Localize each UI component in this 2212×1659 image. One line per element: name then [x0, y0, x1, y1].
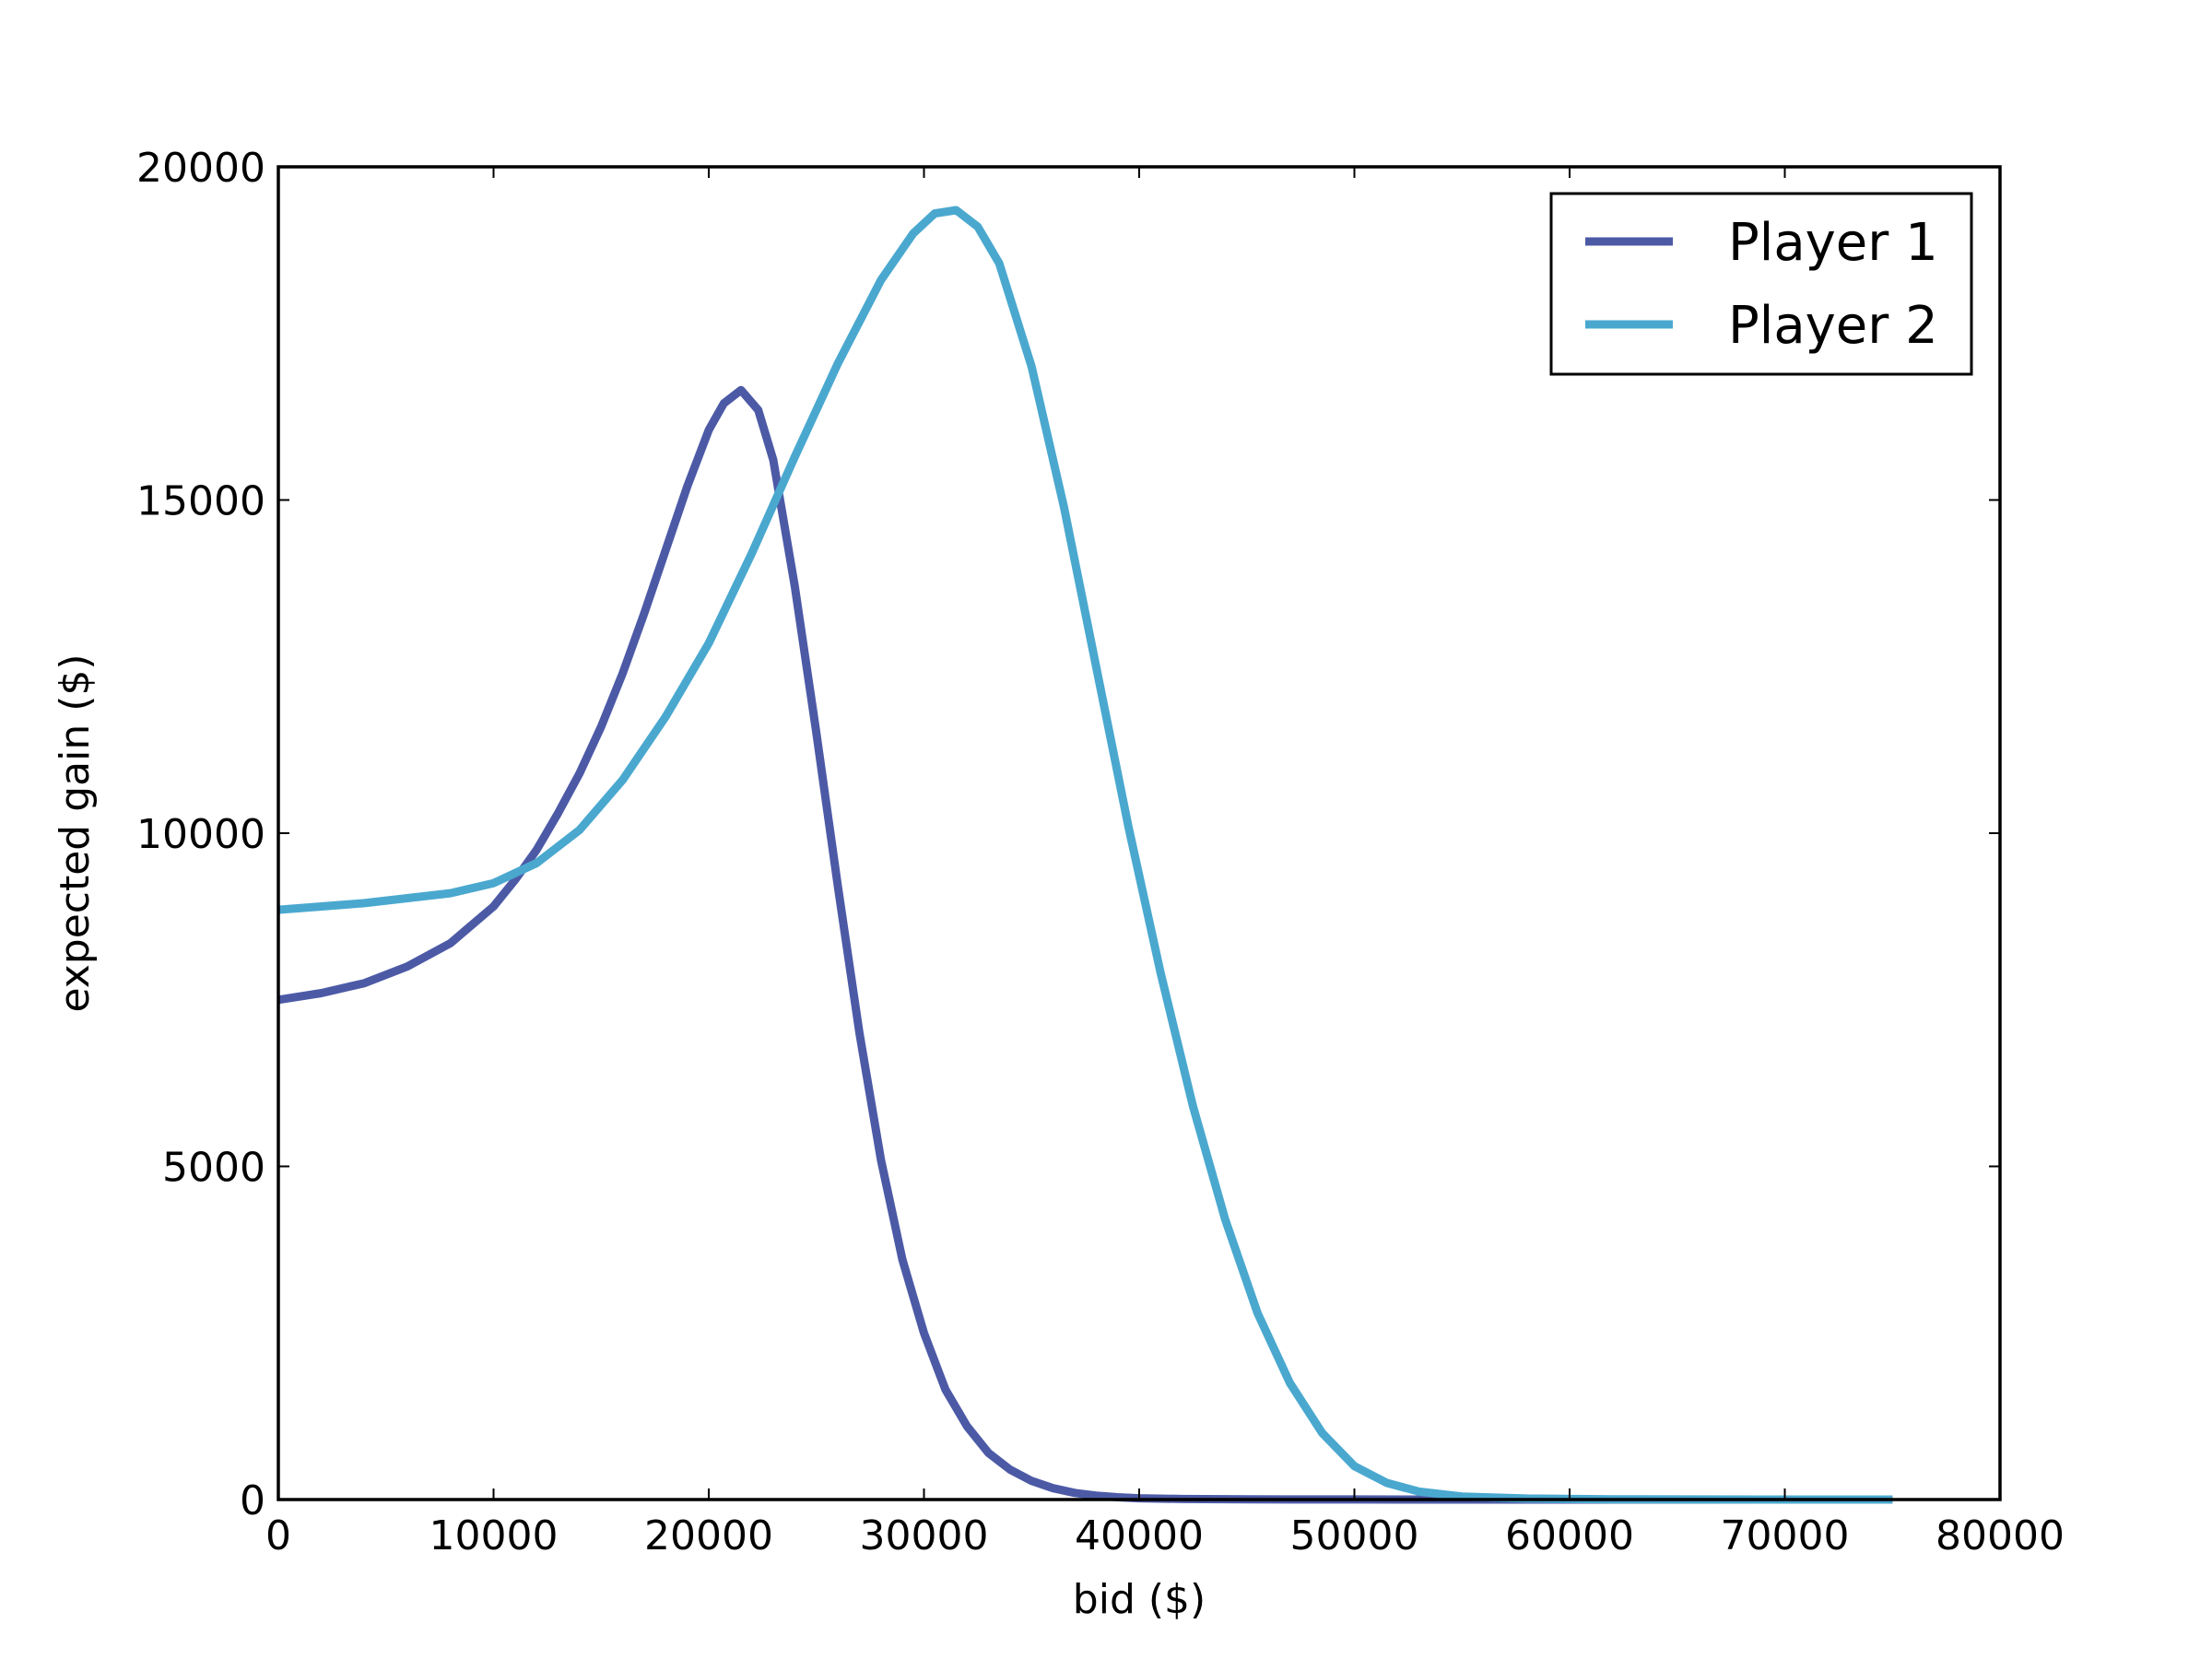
plot-frame: [276, 165, 2002, 1501]
y-tick-label: 20000: [136, 145, 265, 192]
y-tick-label: 5000: [162, 1145, 265, 1192]
y-tick-label: 0: [240, 1477, 265, 1524]
x-axis-label: bid ($): [1073, 1576, 1206, 1623]
x-tick-label: 30000: [860, 1512, 989, 1559]
legend-label-player-2: Player 2: [1728, 296, 1938, 356]
x-tick-label: 20000: [644, 1512, 773, 1559]
x-tick-label: 40000: [1075, 1512, 1204, 1559]
y-tick-label: 15000: [136, 478, 265, 525]
x-tick-label: 70000: [1721, 1512, 1850, 1559]
x-tick-label: 0: [265, 1512, 291, 1559]
x-tick-label: 80000: [1936, 1512, 2065, 1559]
legend: Player 1 Player 2: [1549, 192, 1973, 376]
y-axis-label: expected gain ($): [52, 653, 99, 1012]
series-line-player-2: [277, 206, 1893, 1504]
x-tick-label: 50000: [1290, 1512, 1419, 1559]
tick-labels: 0 10000 20000 30000 40000 50000 60000 70000 8000…: [136, 145, 2065, 1559]
y-tick-label: 10000: [136, 811, 265, 858]
legend-label-player-1: Player 1: [1728, 213, 1938, 273]
legend-box: [1549, 192, 1973, 376]
x-tick-label: 60000: [1505, 1512, 1634, 1559]
x-tick-label: 10000: [429, 1512, 559, 1559]
